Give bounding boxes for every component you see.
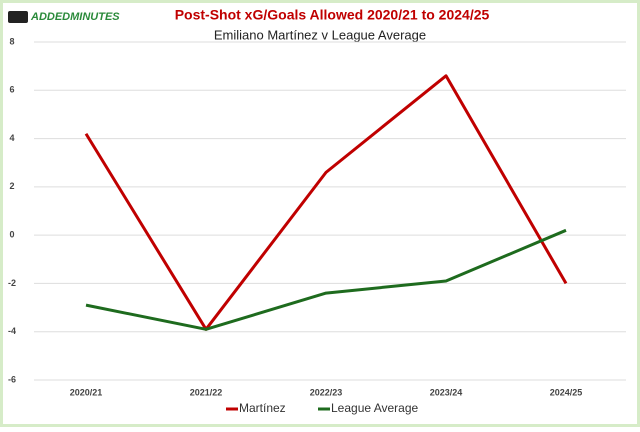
chart-title: Post-Shot xG/Goals Allowed 2020/21 to 20… [175, 7, 490, 23]
logo-icon [8, 11, 28, 23]
y-tick-label: 8 [9, 36, 14, 46]
y-tick-label: -2 [8, 278, 16, 288]
series-line [85, 228, 567, 331]
y-tick-label: -6 [8, 374, 16, 384]
y-tick-label: 4 [9, 133, 14, 143]
legend-label: Martínez [239, 401, 286, 415]
y-tick-label: -4 [8, 326, 16, 336]
chart-subtitle: Emiliano Martínez v League Average [214, 27, 426, 42]
y-tick-label: 0 [9, 230, 14, 240]
x-tick-label: 2021/22 [190, 387, 223, 397]
y-tick-label: 6 [9, 85, 14, 95]
series-line [84, 74, 568, 331]
x-tick-label: 2023/24 [430, 387, 463, 397]
x-tick-label: 2020/21 [70, 387, 103, 397]
x-tick-label: 2022/23 [310, 387, 343, 397]
y-tick-label: 2 [9, 181, 14, 191]
logo: ADDEDMINUTES [30, 11, 120, 23]
legend-label: League Average [331, 401, 419, 415]
x-tick-label: 2024/25 [550, 387, 583, 397]
